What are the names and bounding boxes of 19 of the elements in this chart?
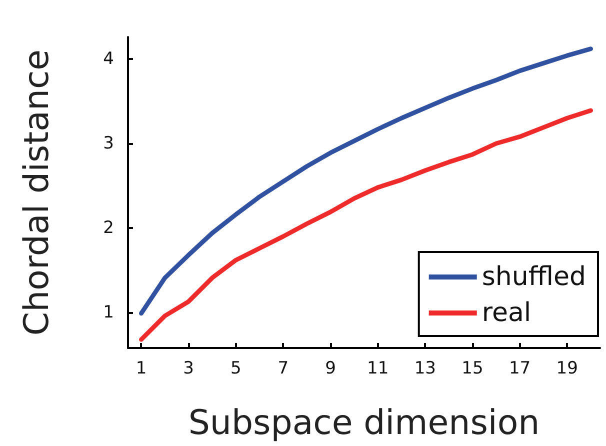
y-tick-label: 2 [103, 218, 114, 238]
x-tick-label: 5 [230, 358, 242, 378]
x-tick-label: 19 [556, 358, 578, 378]
y-tick-label: 3 [103, 133, 114, 154]
x-tick-label: 3 [183, 358, 194, 378]
x-tick-label: 1 [136, 358, 147, 378]
x-tick-label: 7 [278, 358, 289, 378]
y-tick-label: 1 [103, 302, 114, 323]
x-tick-label: 13 [414, 358, 436, 378]
y-tick-label: 4 [103, 48, 114, 69]
x-tick-label: 17 [508, 358, 531, 378]
y-axis-title: Chordal distance [17, 49, 57, 336]
legend-label: shuffled [482, 262, 586, 292]
x-axis-title: Subspace dimension [188, 403, 540, 443]
legend-label: real [482, 298, 532, 328]
line-series [139, 108, 594, 342]
x-tick-label: 15 [462, 358, 484, 378]
x-tick-label: 11 [367, 358, 389, 378]
x-tick-label: 9 [325, 358, 336, 378]
